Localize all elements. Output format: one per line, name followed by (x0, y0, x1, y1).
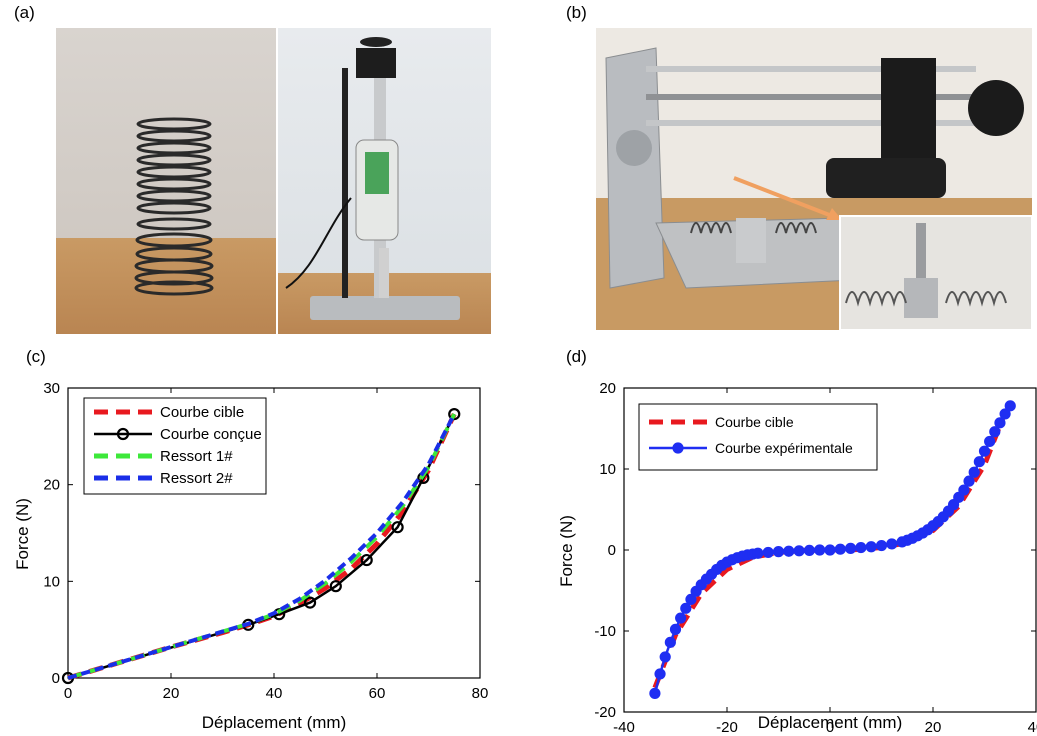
series-point (675, 612, 687, 624)
legend-label: Ressort 1# (160, 448, 233, 465)
series-point (303, 596, 317, 609)
y-tick-label: 0 (52, 670, 60, 687)
chart-d-legend: Courbe cible Courbe expérimentale (638, 403, 878, 471)
series-point (654, 668, 666, 680)
legend-marker (672, 442, 684, 454)
series-point (814, 544, 826, 556)
series-point (994, 417, 1006, 429)
panel-label-a: (a) (14, 3, 35, 22)
photo-test-rig (596, 28, 1032, 330)
legend-label: Courbe cible (715, 414, 794, 430)
series-point (834, 543, 846, 555)
chart-c-legend: Courbe cible Courbe conçue Ressort 1# Resso… (83, 397, 267, 495)
series-point (329, 580, 342, 593)
chart-d-xlabel: Déplacement (mm) (758, 713, 903, 732)
series-line-3 (67, 413, 457, 680)
series-point (989, 426, 1001, 438)
series-point (948, 499, 960, 511)
photo-b-illustration (596, 28, 1032, 330)
y-tick-label: 20 (43, 477, 60, 494)
series-point (664, 636, 676, 648)
y-tick-label: 10 (43, 573, 60, 590)
y-tick-label: 30 (43, 380, 60, 397)
series-point (1004, 400, 1016, 412)
chart-c: 0 20 40 60 80 0 10 20 30 Déplacement (mm) Force … (13, 380, 489, 732)
x-tick-label: 20 (925, 719, 942, 736)
series-point (783, 545, 795, 557)
series-point (752, 547, 764, 559)
chart-c-ylabel: Force (N) (13, 498, 32, 570)
series-point (659, 651, 671, 663)
y-tick-label: 0 (608, 542, 616, 559)
legend-label: Courbe conçue (160, 426, 262, 443)
y-tick-label: -20 (594, 704, 616, 721)
series-point (685, 593, 697, 606)
x-tick-label: 40 (1028, 719, 1037, 736)
series-point (803, 544, 815, 557)
chart-c-xlabel: Déplacement (mm) (202, 713, 347, 732)
series-point (865, 541, 877, 553)
series-point (772, 546, 785, 558)
series-point (669, 623, 682, 635)
photo-spring-and-tester (56, 28, 491, 334)
legend-label: Ressort 2# (160, 470, 233, 487)
series-point (391, 521, 404, 534)
series-point (963, 475, 975, 487)
series-point (875, 539, 888, 552)
x-tick-label: 80 (472, 685, 489, 702)
series-point (762, 546, 774, 559)
panel-label-b: (b) (566, 3, 587, 22)
series-point (793, 545, 805, 557)
x-tick-label: 40 (266, 685, 283, 702)
series-point (968, 466, 980, 478)
series-point (973, 456, 985, 468)
panel-label-c: (c) (26, 347, 46, 366)
y-tick-label: 20 (599, 380, 616, 397)
y-tick-label: -10 (594, 623, 616, 640)
series-point (680, 602, 692, 614)
series-line-0 (67, 413, 457, 681)
photo-a-illustration (56, 28, 491, 334)
series-point (360, 553, 373, 567)
x-tick-label: 20 (163, 685, 180, 702)
series-point (958, 484, 970, 496)
x-tick-label: 60 (369, 685, 386, 702)
x-tick-label: -40 (613, 719, 635, 736)
series-point (824, 544, 836, 556)
chart-d-ylabel: Force (N) (557, 515, 576, 587)
legend-label: Courbe cible (160, 404, 244, 421)
x-tick-label: 0 (826, 719, 834, 736)
series-point (953, 491, 965, 503)
x-tick-label: 0 (64, 685, 72, 702)
series-point (855, 541, 867, 554)
x-tick-label: -20 (716, 719, 738, 736)
series-point (978, 445, 991, 457)
panel-label-d: (d) (566, 347, 587, 366)
y-tick-label: 10 (599, 461, 616, 478)
series-point (448, 407, 461, 421)
series-point (999, 408, 1011, 420)
series-point (845, 542, 857, 554)
series-point (984, 435, 996, 448)
legend-marker (116, 427, 130, 441)
series-point (649, 687, 661, 699)
series-point (886, 538, 898, 550)
legend-label: Courbe expérimentale (715, 440, 853, 456)
